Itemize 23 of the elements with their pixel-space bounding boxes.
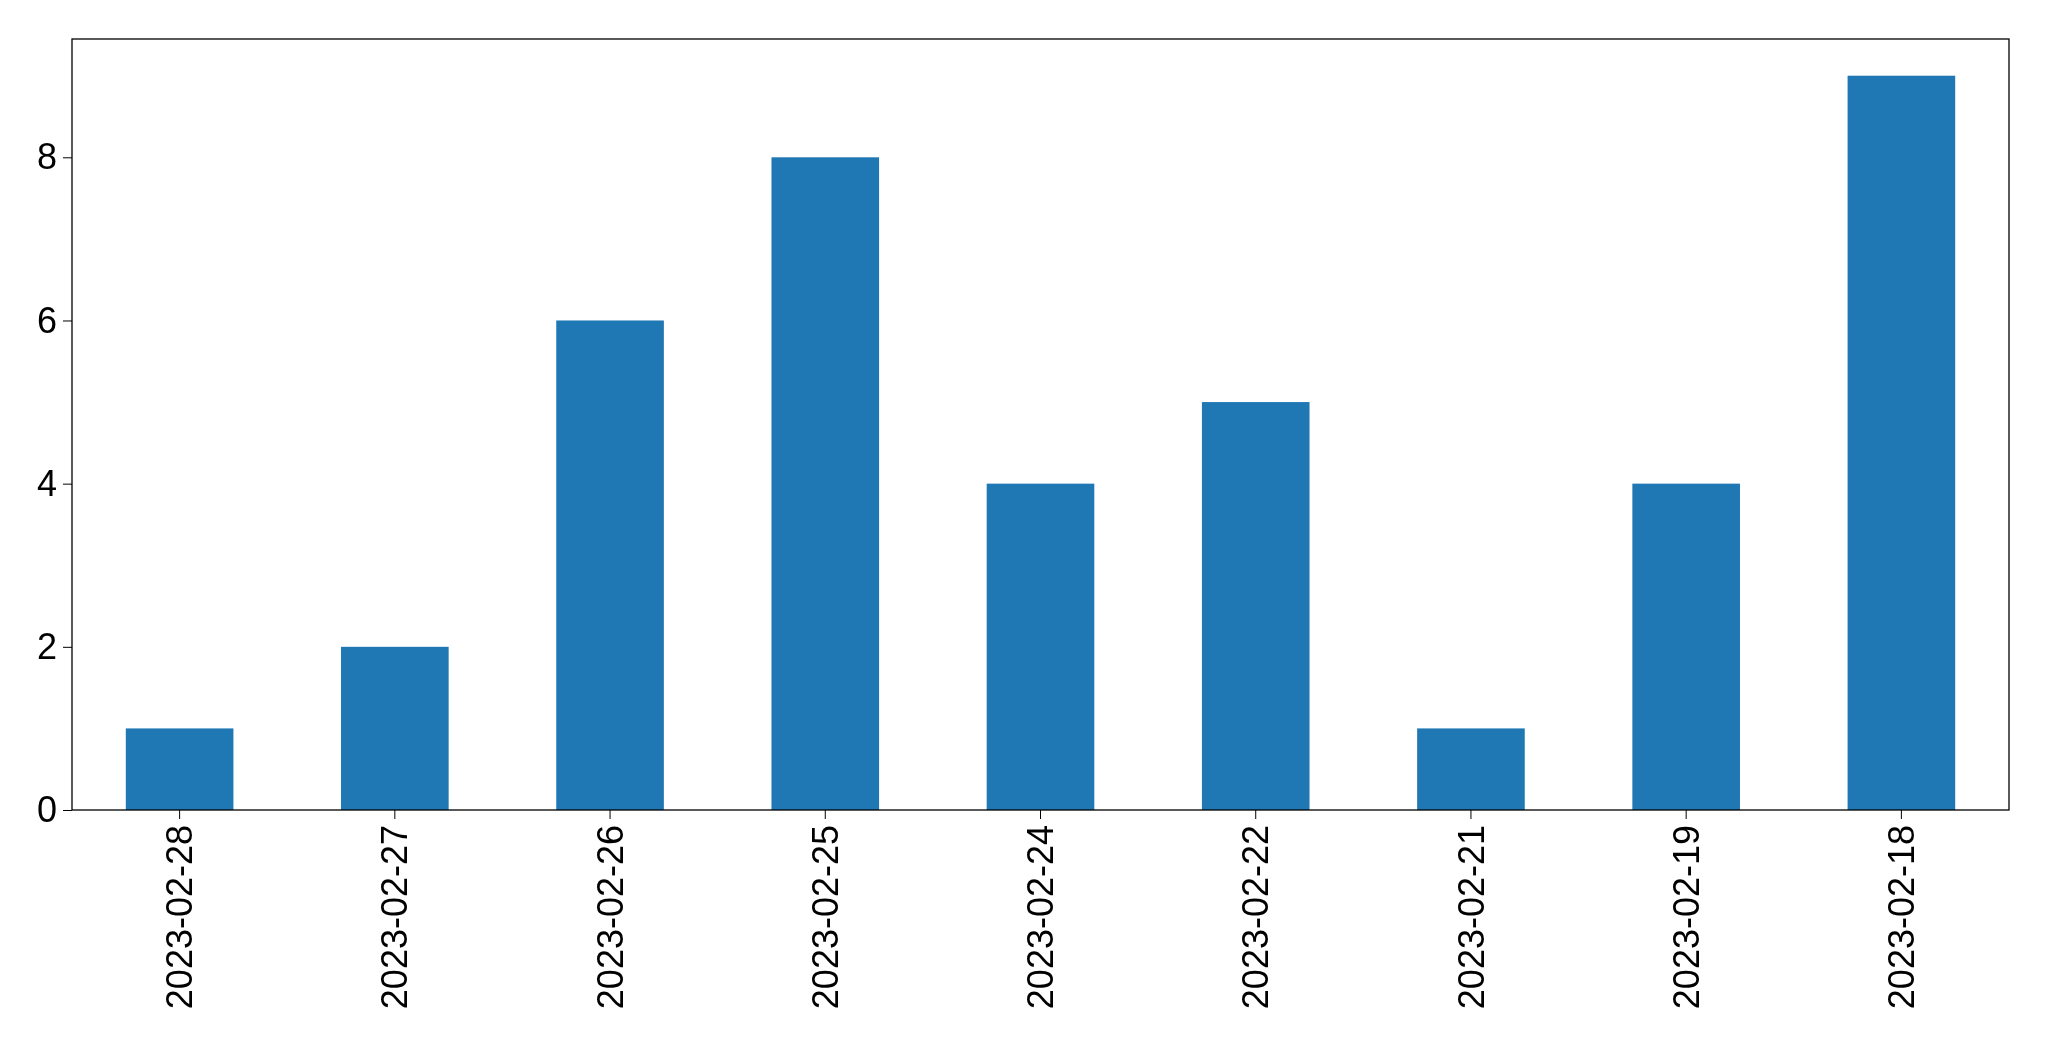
x-tick-label: 2023-02-24 bbox=[1020, 825, 1062, 1010]
x-tick-label: 2023-02-19 bbox=[1665, 825, 1707, 1010]
bar bbox=[1417, 728, 1525, 810]
x-tick-label: 2023-02-18 bbox=[1880, 825, 1922, 1010]
y-tick-label: 2 bbox=[36, 625, 57, 667]
y-tick-label: 6 bbox=[36, 299, 57, 341]
x-tick-label: 2023-02-25 bbox=[804, 825, 846, 1010]
bar bbox=[1201, 402, 1310, 810]
bar bbox=[341, 646, 449, 810]
bar bbox=[986, 483, 1095, 810]
x-tick-label: 2023-02-22 bbox=[1235, 825, 1277, 1010]
bar bbox=[1632, 483, 1740, 810]
x-tick-label: 2023-02-21 bbox=[1450, 825, 1492, 1010]
bar bbox=[556, 320, 664, 810]
x-tick-label: 2023-02-26 bbox=[589, 825, 631, 1010]
bar bbox=[1847, 75, 1956, 810]
bar bbox=[771, 157, 880, 810]
x-tick-label: 2023-02-28 bbox=[159, 825, 201, 1010]
y-tick-label: 0 bbox=[36, 789, 57, 831]
x-tick-label: 2023-02-27 bbox=[374, 825, 416, 1010]
bar bbox=[125, 728, 234, 810]
y-tick-label: 8 bbox=[36, 136, 57, 178]
y-tick-label: 4 bbox=[36, 462, 57, 504]
